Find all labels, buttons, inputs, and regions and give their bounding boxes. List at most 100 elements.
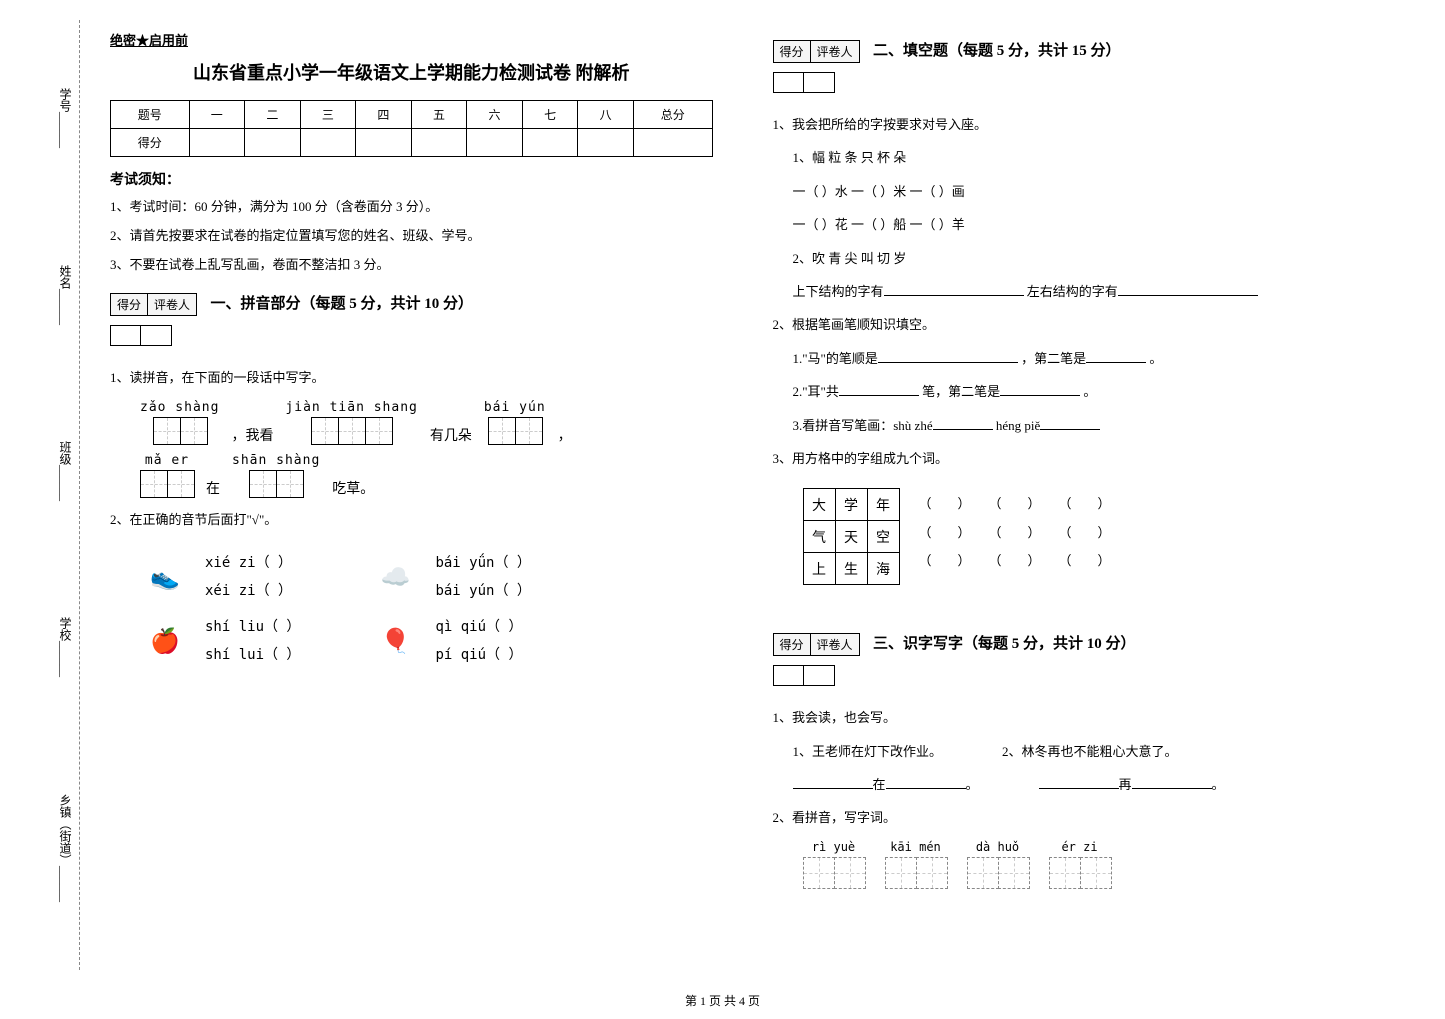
blank <box>878 347 1018 363</box>
section3-title: 三、识字写字（每题 5 分，共计 10 分） <box>873 632 1136 653</box>
s2-q1-chars2: 2、吹 青 尖 叫 切 岁 <box>793 247 1376 270</box>
sidebar-label: 姓名______ <box>25 265 74 325</box>
blank <box>886 773 966 789</box>
write-group: dà huǒ <box>967 840 1029 889</box>
balloon-icon: 🎈 <box>370 616 420 666</box>
pinyin-write-row: rì yuè kāi mén dà huǒ ér zi <box>803 840 1376 889</box>
score-box-empty <box>110 325 172 346</box>
blank <box>793 773 873 789</box>
option-row: 👟 xié zi（ ） xéi zi（ ） <box>140 549 300 605</box>
score-box-h1: 得分 <box>111 294 148 315</box>
fill-line: 一（ ）水 一（ ）米 一（ ）画 <box>793 180 1376 203</box>
option-row: 🍎 shí liu（ ） shí lui（ ） <box>140 613 300 669</box>
option: shí liu（ ） <box>205 613 300 641</box>
option: xéi zi（ ） <box>205 577 292 605</box>
score-box: 得分 评卷人 <box>773 633 860 656</box>
blank <box>933 414 993 430</box>
blank <box>839 380 919 396</box>
notice-title: 考试须知： <box>110 169 713 189</box>
struct-line: 上下结构的字有 左右结构的字有 <box>793 280 1376 303</box>
pinyin-sentence-1: zǎo shàng ，我看 jiàn tiān shang 有几朵 bái yú… <box>140 400 713 498</box>
notice-item: 2、请首先按要求在试卷的指定位置填写您的姓名、班级、学号。 <box>110 226 713 247</box>
score-box-h1: 得分 <box>774 41 811 62</box>
option: bái yún（ ） <box>435 577 530 605</box>
page-number: 第 1 页 共 4 页 <box>685 992 760 1009</box>
blank <box>1039 773 1119 789</box>
inline-text: ，我看 <box>227 425 277 445</box>
sidebar-label: 班级______ <box>25 441 74 501</box>
pinyin-label: bái yún <box>484 400 546 415</box>
char-grid: 大学年 气天空 上生海 <box>803 488 900 585</box>
inline-text: 在 <box>202 478 224 498</box>
secret-label: 绝密★启用前 <box>110 30 713 49</box>
inline-text: 吃草。 <box>328 478 378 498</box>
pomegranate-icon: 🍎 <box>140 616 190 666</box>
write-group: rì yuè <box>803 840 865 889</box>
score-box: 得分 评卷人 <box>110 293 197 316</box>
word-blanks: （ ）（ ）（ ） （ ）（ ）（ ） （ ）（ ）（ ） <box>910 490 1120 576</box>
section1-title: 一、拼音部分（每题 5 分，共计 10 分） <box>211 292 474 313</box>
th: 四 <box>356 101 412 129</box>
pinyin-group: shān shàng <box>232 453 320 498</box>
score-box-h2: 评卷人 <box>811 634 859 655</box>
notice-item: 1、考试时间：60 分钟，满分为 100 分（含卷面分 3 分）。 <box>110 197 713 218</box>
sidebar-label: 乡镇（街道）______ <box>25 794 74 902</box>
score-box-row: 得分 评卷人 三、识字写字（每题 5 分，共计 10 分） <box>773 623 1376 666</box>
sentence-row: 1、王老师在灯下改作业。 2、林冬再也不能粗心大意了。 <box>793 740 1376 763</box>
score-box-empty <box>773 665 835 686</box>
write-group: ér zi <box>1049 840 1111 889</box>
s2-q3-prompt: 3、用方格中的字组成九个词。 <box>773 447 1376 470</box>
left-column: 绝密★启用前 山东省重点小学一年级语文上学期能力检测试卷 附解析 题号 一 二 … <box>100 20 723 909</box>
option: xié zi（ ） <box>205 549 292 577</box>
pinyin-label: jiàn tiān shang <box>285 400 417 415</box>
blank <box>1118 280 1258 296</box>
score-box-h2: 评卷人 <box>148 294 196 315</box>
row-label: 得分 <box>111 129 190 157</box>
th: 一 <box>189 101 245 129</box>
option-row: ☁️ bái yǘn（ ） bái yún（ ） <box>370 549 530 605</box>
s2-q1-chars: 1、幅 粒 条 只 杯 朵 <box>793 146 1376 169</box>
blank <box>1000 380 1080 396</box>
q1-prompt: 1、读拼音，在下面的一段话中写字。 <box>110 366 713 389</box>
score-box-row: 得分 评卷人 一、拼音部分（每题 5 分，共计 10 分） <box>110 283 713 326</box>
th: 二 <box>245 101 301 129</box>
option: shí lui（ ） <box>205 641 300 669</box>
sidebar-label: 学号______ <box>25 88 74 148</box>
pinyin-label: shān shàng <box>232 453 320 468</box>
section2-title: 二、填空题（每题 5 分，共计 15 分） <box>873 39 1121 60</box>
blank <box>884 280 1024 296</box>
stroke-item: 2."耳"共 笔，第二笔是 。 <box>793 380 1376 403</box>
score-box-h1: 得分 <box>774 634 811 655</box>
pinyin-group: mǎ er <box>140 453 194 498</box>
blank <box>1086 347 1146 363</box>
score-summary-table: 题号 一 二 三 四 五 六 七 八 总分 得分 <box>110 100 713 157</box>
th: 三 <box>300 101 356 129</box>
pinyin-label: mǎ er <box>145 453 189 468</box>
exam-title: 山东省重点小学一年级语文上学期能力检测试卷 附解析 <box>110 59 713 85</box>
option-row: 🎈 qì qiú（ ） pí qiú（ ） <box>370 613 530 669</box>
stroke-item: 1."马"的笔顺是 ，第二笔是 。 <box>793 347 1376 370</box>
score-box-empty <box>773 72 835 93</box>
cloud-icon: ☁️ <box>370 552 420 602</box>
blank-row: 在。 再。 <box>793 773 1376 796</box>
blank <box>1040 414 1100 430</box>
s2-q1-prompt: 1、我会把所给的字按要求对号入座。 <box>773 113 1376 136</box>
s2-q2-prompt: 2、根据笔画笔顺知识填空。 <box>773 313 1376 336</box>
score-box-h2: 评卷人 <box>811 41 859 62</box>
score-box: 得分 评卷人 <box>773 40 860 63</box>
inline-text: ， <box>554 425 576 445</box>
pinyin-group: jiàn tiān shang <box>285 400 417 445</box>
q2-prompt: 2、在正确的音节后面打"√"。 <box>110 508 713 531</box>
th: 总分 <box>633 101 712 129</box>
right-column: 得分 评卷人 二、填空题（每题 5 分，共计 15 分） 1、我会把所给的字按要… <box>763 20 1386 909</box>
option: pí qiú（ ） <box>435 641 522 669</box>
binding-sidebar: 学号______ 姓名______ 班级______ 学校______ 乡镇（街… <box>20 20 80 970</box>
page-container: 绝密★启用前 山东省重点小学一年级语文上学期能力检测试卷 附解析 题号 一 二 … <box>0 0 1445 929</box>
th: 七 <box>522 101 578 129</box>
th: 题号 <box>111 101 190 129</box>
inline-text: 有几朵 <box>426 425 476 445</box>
s3-q2-prompt: 2、看拼音，写字词。 <box>773 806 1376 829</box>
write-group: kāi mén <box>885 840 947 889</box>
score-box-row: 得分 评卷人 二、填空题（每题 5 分，共计 15 分） <box>773 30 1376 73</box>
th: 六 <box>467 101 523 129</box>
